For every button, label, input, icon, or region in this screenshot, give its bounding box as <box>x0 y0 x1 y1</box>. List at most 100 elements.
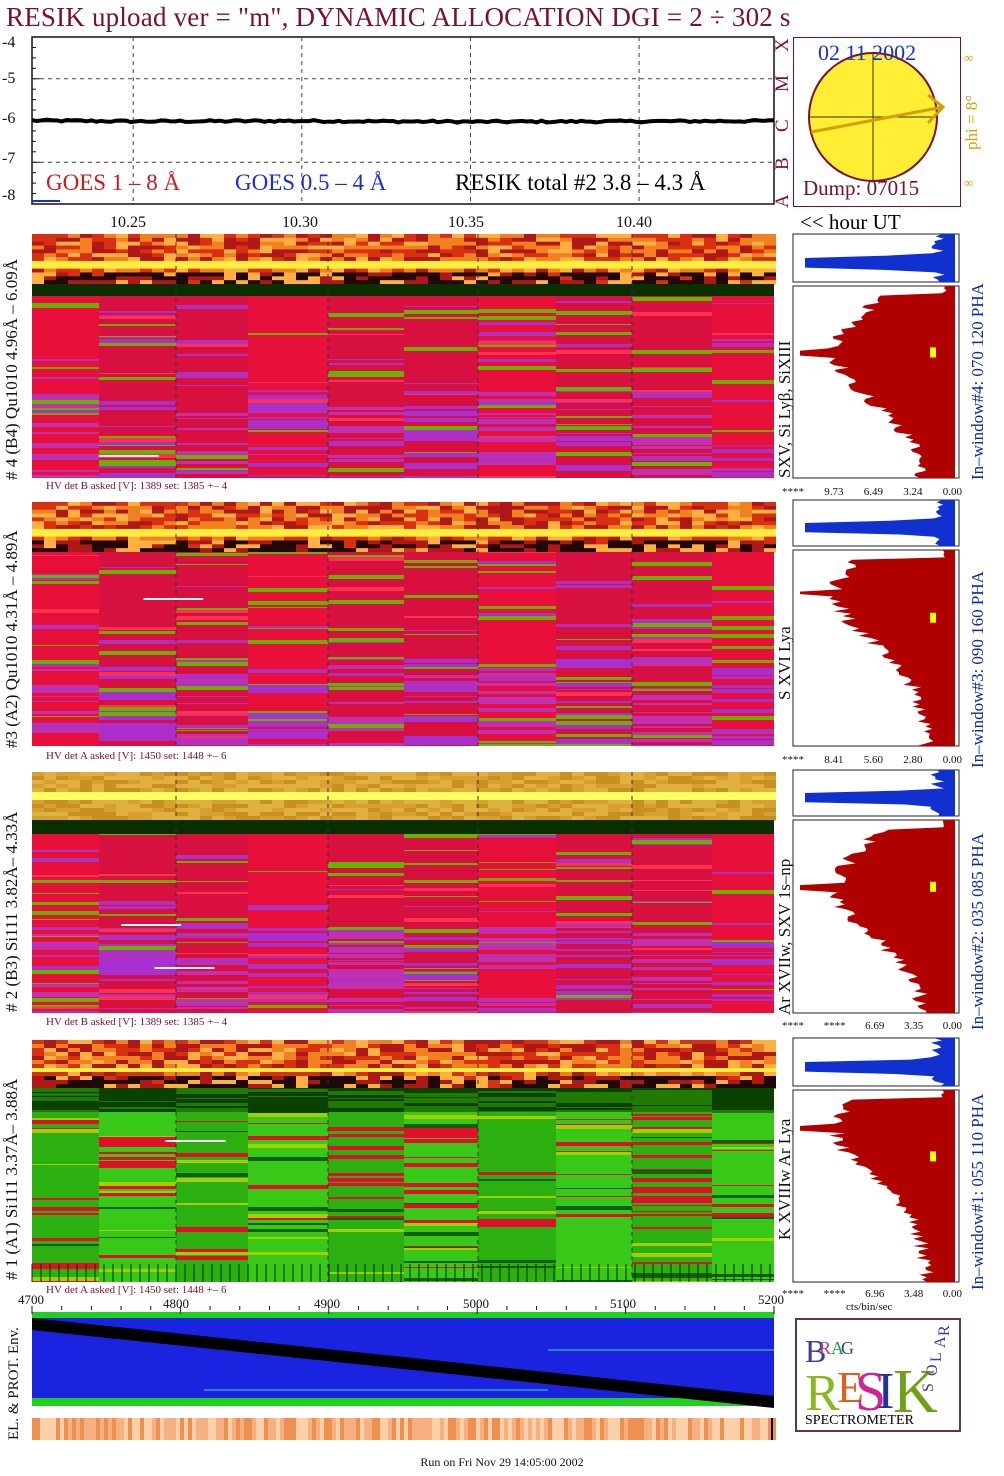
heat-cell <box>380 253 392 258</box>
heat-cell <box>260 502 272 507</box>
spectrogram-row <box>176 406 248 409</box>
heat-cell <box>260 1048 272 1053</box>
heat-cell <box>332 272 344 277</box>
spectrogram-row <box>328 434 404 438</box>
spectrogram-row <box>404 394 478 395</box>
heat-cell <box>716 532 728 538</box>
heat-cell <box>596 525 608 530</box>
spectrogram-row <box>328 415 404 416</box>
spectrogram-row <box>404 602 478 606</box>
heat-cell <box>32 796 44 801</box>
spectrogram-row <box>32 871 99 873</box>
heat-cell <box>440 816 452 821</box>
heat-cell <box>248 796 260 801</box>
heat-cell <box>44 268 56 273</box>
heat-cell <box>116 784 128 789</box>
spectrogram-row <box>176 385 248 386</box>
heat-cell <box>344 268 356 273</box>
heat-cell <box>680 536 692 541</box>
spectrogram-row <box>404 307 478 310</box>
heat-cell <box>704 808 716 813</box>
spectrogram-row <box>176 859 248 861</box>
heat-cell <box>464 780 476 785</box>
spectrogram-row <box>176 960 248 964</box>
spectrogram-row <box>712 840 774 842</box>
spectrogram-row <box>478 471 556 472</box>
spectrogram-row <box>712 945 774 948</box>
heat-cell <box>536 792 548 797</box>
heat-cell <box>680 784 692 789</box>
spectrogram-row <box>32 445 99 448</box>
spectrogram-row <box>176 354 248 356</box>
heat-cell <box>224 812 236 817</box>
spectrogram-row <box>632 936 712 939</box>
heat-cell <box>356 808 368 813</box>
spectrogram-row <box>248 878 328 879</box>
heat-cell <box>596 808 608 813</box>
heat-cell <box>44 548 56 553</box>
heat-cell <box>476 517 488 522</box>
heat-cell <box>212 808 224 813</box>
heat-cell <box>92 513 104 518</box>
spectrogram-row <box>99 311 176 313</box>
heat-cell <box>464 1048 476 1053</box>
heat-cell <box>332 536 344 541</box>
heat-cell <box>152 532 164 538</box>
heat-cell <box>584 796 596 801</box>
heat-cell <box>320 776 332 781</box>
spectrogram-row <box>404 667 478 669</box>
heat-cell <box>488 772 500 777</box>
spectrogram-row <box>404 869 478 871</box>
heat-cell <box>632 245 644 250</box>
spectrogram-row <box>632 721 712 723</box>
spectrogram-row <box>404 622 478 623</box>
heat-cell <box>332 509 344 515</box>
spectrogram-row <box>556 617 632 620</box>
heat-cell <box>212 241 224 247</box>
spectrogram-row <box>248 616 328 619</box>
heat-cell <box>704 260 716 266</box>
spectrogram-row <box>248 958 328 959</box>
heat-cell <box>380 776 392 781</box>
heat-cell <box>416 505 428 511</box>
heat-cell <box>752 808 764 813</box>
heat-cell <box>644 540 656 545</box>
spectrogram-row <box>632 948 712 950</box>
heat-cell <box>200 772 212 777</box>
heat-cell <box>476 540 488 545</box>
heat-cell <box>668 1044 680 1049</box>
spectrogram-row <box>99 672 176 676</box>
heat-cell <box>452 272 464 277</box>
heat-cell <box>236 1044 248 1049</box>
heat-cell <box>260 237 272 243</box>
spectrogram-row <box>478 919 556 923</box>
heat-cell <box>632 264 644 270</box>
heat-cell <box>260 788 272 793</box>
spectrogram-row <box>404 732 478 736</box>
spectrogram-row <box>712 994 774 997</box>
spectrogram-row <box>176 982 248 984</box>
heat-cell <box>548 245 560 250</box>
heat-cell <box>392 536 404 541</box>
heat-cell <box>560 276 572 281</box>
heat-cell <box>440 517 452 522</box>
spectrogram-row <box>99 920 176 922</box>
heat-cell <box>224 237 236 243</box>
spectrogram-row <box>712 982 774 985</box>
spectrogram-row <box>99 319 176 321</box>
spectrogram-row <box>478 923 556 924</box>
spectrogram-row <box>404 859 478 860</box>
heat-cell <box>728 260 740 266</box>
heat-cell <box>752 525 764 530</box>
spectrogram-row <box>712 914 774 918</box>
spectrogram-row <box>556 855 632 858</box>
spectrogram-row <box>404 474 478 476</box>
heat-cell <box>200 272 212 277</box>
heat-cell <box>188 796 200 801</box>
heat-cell <box>488 245 500 250</box>
spectrogram-row <box>632 552 712 556</box>
heat-cell <box>356 788 368 793</box>
spectrogram-row <box>32 875 99 877</box>
heat-cell <box>248 800 260 805</box>
heat-cell <box>140 517 152 522</box>
